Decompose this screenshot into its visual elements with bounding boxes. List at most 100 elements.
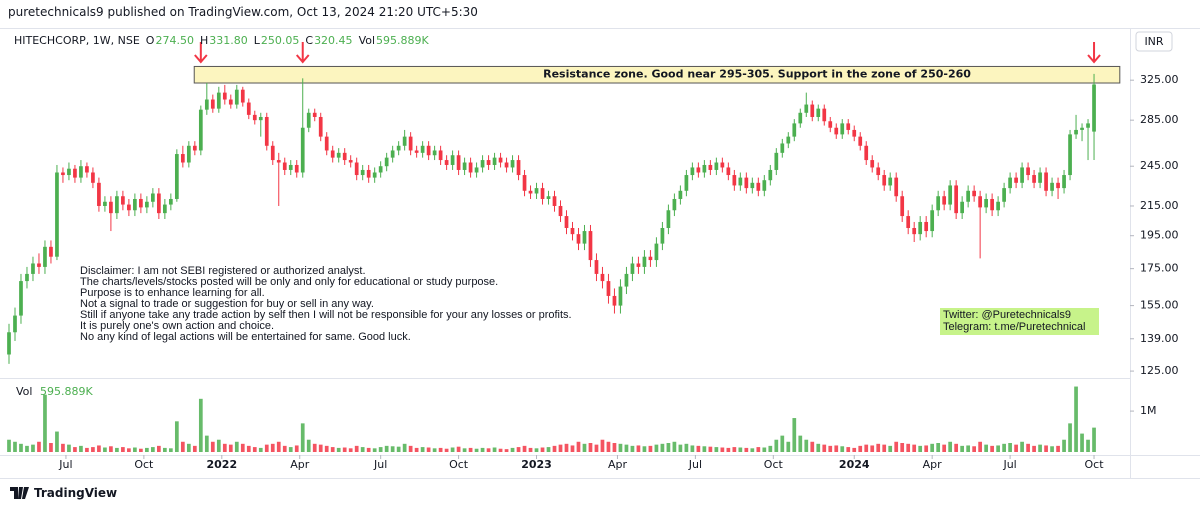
volume-title: Vol (16, 385, 32, 398)
volume-bar (756, 447, 761, 452)
candle-body (180, 154, 185, 163)
candle-body (145, 201, 149, 208)
candle-body (1092, 84, 1096, 132)
candle-body (444, 160, 449, 165)
volume-bar (684, 443, 689, 452)
candle-body (870, 160, 875, 168)
candle-body (264, 116, 269, 146)
candle-body (157, 193, 161, 214)
volume-bar (49, 443, 53, 452)
candle-body (810, 104, 815, 117)
resistance-zone (193, 65, 1121, 84)
candle-body (384, 157, 389, 167)
volume-bar (402, 443, 407, 452)
volume-bar (948, 441, 953, 452)
volume-bar (1080, 433, 1084, 452)
candle-body (210, 99, 215, 109)
volume-bar (270, 443, 275, 452)
candle-body (396, 145, 401, 151)
x-tick-label: Oct (764, 458, 784, 471)
candle-body (258, 116, 263, 121)
volume-bar (978, 441, 982, 452)
currency: INR (1144, 35, 1163, 48)
volume-bar (720, 447, 725, 452)
candle-body (294, 164, 299, 173)
candle-body (318, 116, 323, 137)
volume-bar (157, 445, 161, 452)
volume-bar (252, 447, 257, 452)
y-tick-label: 245.00 (1140, 159, 1179, 172)
volume-bar (960, 445, 965, 452)
candle-body (37, 263, 41, 267)
candle-body (900, 196, 905, 217)
legend-key: L (253, 34, 260, 47)
volume-bar (798, 435, 803, 452)
volume-bar (534, 448, 539, 452)
volume-bar (774, 439, 779, 452)
candle-body (228, 99, 233, 105)
y-tick-label: 155.00 (1140, 299, 1179, 312)
arrow (1087, 42, 1101, 64)
volume-bar (151, 447, 155, 452)
candle-body (336, 152, 341, 158)
volume-bar (906, 443, 911, 452)
candle-body (894, 177, 899, 197)
candle-body (162, 204, 167, 214)
volume-bar (708, 446, 713, 452)
candle-body (450, 155, 455, 165)
x-tick-label: Oct (134, 458, 154, 471)
volume-bar (912, 444, 917, 452)
y-tick-label: 139.00 (1140, 332, 1179, 345)
legend-value: 274.50 (155, 34, 194, 47)
volume-bar (858, 445, 863, 452)
volume-bar (558, 444, 563, 452)
candle-body (630, 263, 635, 274)
volume-bar (846, 447, 851, 452)
volume-value: 595.889K (40, 385, 93, 398)
volume-bar (996, 445, 1000, 452)
volume-bar (570, 445, 575, 452)
x-tick-label: 2023 (521, 458, 552, 471)
volume-bar (73, 447, 77, 452)
candle-body (762, 180, 767, 191)
volume-bar (1056, 445, 1060, 452)
candle-body (342, 152, 347, 161)
candle-body (594, 260, 599, 274)
volume-bar (930, 443, 935, 452)
candle-body (43, 246, 47, 267)
candle-body (984, 198, 988, 208)
volume-bar (258, 447, 263, 452)
volume-bar (810, 441, 815, 452)
candle-body (282, 162, 287, 170)
volume-bar (762, 447, 767, 452)
candle-body (744, 177, 749, 189)
candle-body (840, 123, 845, 135)
volume-bar (180, 441, 185, 452)
volume-bar (654, 444, 659, 452)
disclaimer-line: Purpose is to enhance learning for all. (80, 287, 265, 299)
volume-bar (109, 446, 113, 452)
candle-body (492, 157, 497, 165)
candle-body (174, 154, 179, 199)
candle-body (61, 172, 65, 176)
candle-body (25, 273, 29, 282)
volume-bar (43, 394, 47, 452)
candle-body (1044, 172, 1048, 191)
legend-key: Vol (358, 34, 376, 47)
volume-bar (888, 445, 893, 452)
volume-bar (426, 447, 431, 452)
volume-bar (174, 421, 179, 452)
candle-body (882, 175, 887, 186)
logo (10, 487, 29, 499)
candle-body (378, 166, 383, 173)
candle-body (73, 168, 77, 178)
volume-bar (540, 447, 545, 452)
candle-body (732, 175, 737, 186)
volume-bar (486, 448, 491, 452)
candle-body (390, 150, 395, 158)
candle-body (85, 166, 89, 173)
disclaimer-line: No any kind of legal actions will be ent… (80, 331, 411, 343)
volume-bar (228, 444, 233, 452)
candle-body (642, 256, 647, 267)
